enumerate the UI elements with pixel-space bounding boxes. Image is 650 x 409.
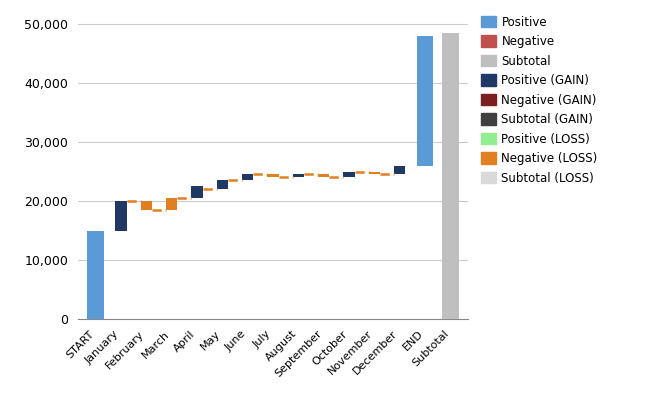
Bar [191, 186, 203, 198]
Bar [318, 175, 330, 178]
Bar [369, 171, 380, 175]
Bar [216, 180, 228, 189]
Bar [417, 36, 433, 166]
Bar [242, 175, 254, 180]
Bar [343, 171, 355, 178]
Bar [394, 166, 406, 175]
Bar [267, 175, 279, 178]
Legend: Positive, Negative, Subtotal, Positive (GAIN), Negative (GAIN), Subtotal (GAIN),: Positive, Negative, Subtotal, Positive (… [478, 12, 601, 188]
Bar [115, 201, 127, 231]
Bar [442, 33, 458, 319]
Bar [88, 231, 104, 319]
Bar [166, 198, 177, 210]
Bar [292, 175, 304, 178]
Bar [140, 201, 152, 210]
